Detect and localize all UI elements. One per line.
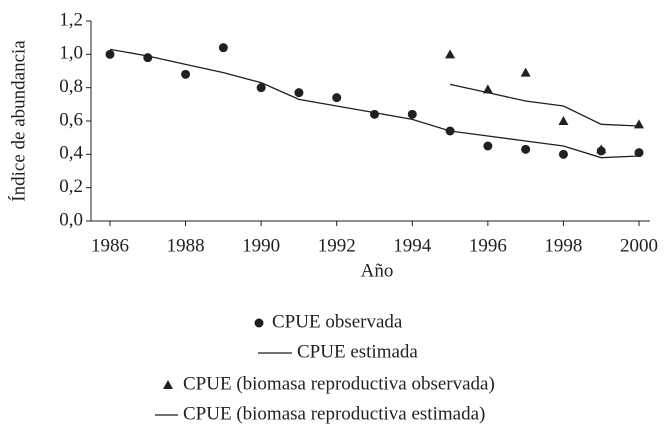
line (109, 48, 640, 159)
y-tick-label: 0,0 (59, 209, 83, 230)
x-tick-label: 2000 (620, 235, 658, 256)
x-tick-label: 1998 (544, 235, 582, 256)
x-tick-label: 1996 (469, 235, 507, 256)
legend-label: CPUE estimada (297, 341, 418, 362)
legend-label: CPUE (biomasa reproductiva estimada) (183, 403, 485, 424)
x-tick-label: 1988 (167, 235, 205, 256)
marker (483, 141, 493, 151)
x-tick-label: 1992 (318, 235, 356, 256)
y-tick-label: 0,4 (59, 143, 83, 164)
legend-label: CPUE (biomasa reproductiva observada) (183, 373, 495, 394)
y-tick-label: 1,2 (59, 9, 83, 30)
marker (520, 67, 531, 77)
marker (332, 93, 342, 103)
x-axis-label: Año (361, 260, 394, 281)
marker (294, 88, 304, 98)
marker (445, 49, 456, 59)
marker (143, 53, 153, 63)
legend-label: CPUE observada (272, 311, 403, 332)
y-tick-label: 0,8 (59, 76, 83, 97)
marker (558, 149, 568, 159)
y-tick-label: 1,0 (59, 43, 83, 64)
legend-symbol (163, 380, 173, 389)
x-tick-label: 1994 (393, 235, 432, 256)
marker (482, 84, 493, 94)
x-tick-label: 1990 (242, 235, 280, 256)
marker (407, 109, 417, 119)
marker (634, 119, 644, 129)
marker (521, 144, 531, 154)
line (449, 83, 640, 127)
legend-symbol (254, 318, 264, 328)
marker (105, 49, 115, 59)
y-axis-label: Índice de abundancia (7, 40, 29, 202)
marker (596, 144, 607, 154)
marker (256, 83, 266, 93)
y-tick-label: 0,2 (59, 176, 83, 197)
marker (218, 43, 228, 53)
x-tick-label: 1986 (91, 235, 129, 256)
marker (370, 109, 379, 119)
marker (558, 116, 569, 125)
marker (634, 148, 644, 158)
marker (181, 69, 191, 79)
y-tick-label: 0,6 (59, 109, 83, 130)
